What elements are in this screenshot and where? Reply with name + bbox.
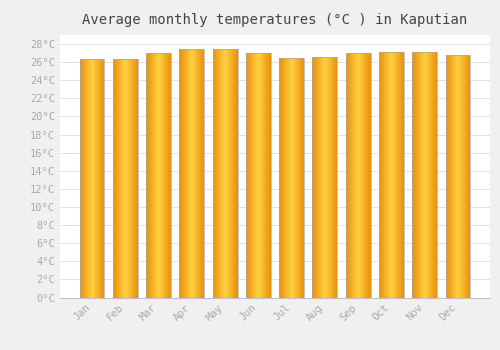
Bar (146, 53, 171, 298)
Bar (379, 52, 404, 298)
Bar (446, 55, 470, 298)
Bar (113, 60, 138, 298)
Bar (180, 49, 204, 298)
Bar (246, 53, 271, 298)
Bar (212, 49, 238, 298)
Bar (279, 58, 304, 298)
Bar (80, 60, 104, 298)
Bar (312, 57, 338, 298)
Bar (412, 52, 437, 298)
Title: Average monthly temperatures (°C ) in Kaputian: Average monthly temperatures (°C ) in Ka… (82, 13, 468, 27)
Bar (346, 53, 370, 298)
